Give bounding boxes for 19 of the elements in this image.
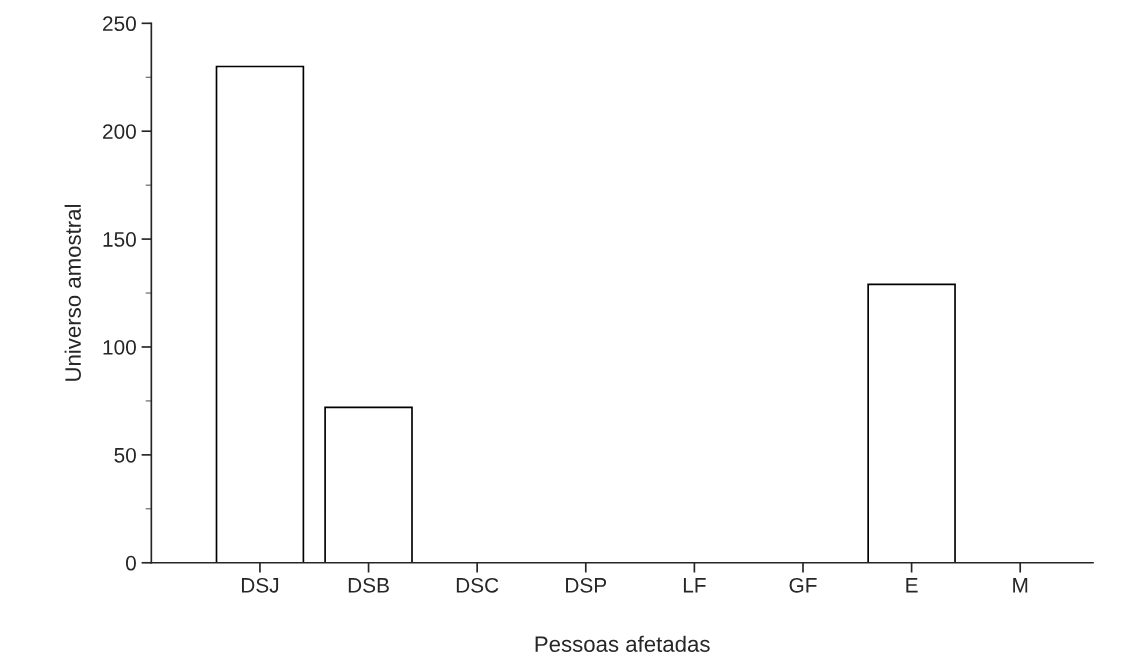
y-axis-title: Universo amostral [64, 204, 81, 381]
x-tick-label: DSP [566, 577, 607, 593]
bar [324, 406, 413, 563]
y-tick-label: 150 [103, 232, 136, 247]
bar [215, 65, 305, 563]
x-tick-label: DSB [348, 577, 389, 593]
x-tick-label: DSJ [241, 577, 279, 593]
x-tick-label: M [1013, 578, 1028, 593]
y-tick-label: 200 [103, 124, 136, 139]
y-tick-label: 100 [103, 339, 136, 355]
bar [867, 283, 956, 563]
x-tick-label: DSC [456, 577, 499, 593]
y-tick-label: 50 [114, 447, 136, 463]
x-tick-label: GF [789, 577, 817, 593]
y-tick-label: 0 [125, 555, 136, 571]
y-tick-label: 250 [103, 16, 136, 32]
x-tick-label: LF [683, 578, 706, 593]
x-axis-title: Pessoas afetadas [535, 635, 710, 652]
x-tick-label: E [906, 578, 918, 593]
